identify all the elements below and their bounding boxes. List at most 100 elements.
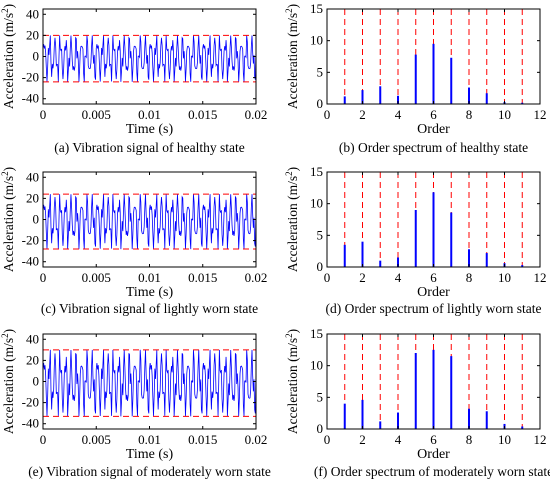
x-tick-label: 0.01: [138, 432, 161, 447]
x-tick-label: 10: [498, 270, 511, 285]
x-tick-label: 0.005: [82, 107, 111, 122]
y-tick-label: 0: [317, 96, 324, 111]
x-tick-label: 10: [498, 107, 511, 122]
x-tick-label: 0.015: [188, 107, 217, 122]
panel-e-moderately-worn-signal: 0 0.005 0.01 0.015 0.02 -40 -20 0 20 40 Time (s) Ac…: [0, 329, 271, 479]
y-tick-label: -20: [22, 233, 39, 248]
y-axis-label-main: Acceleration (m/s: [285, 338, 300, 434]
y-tick-label: 0: [33, 49, 40, 64]
x-tick-label: 0.005: [82, 270, 111, 285]
y-axis-label-close: ): [285, 167, 300, 172]
y-tick-label: 40: [26, 169, 39, 184]
y-axis-label-close: ): [285, 329, 300, 334]
y-axis-label-close: ): [285, 4, 300, 9]
y-tick-label: 20: [26, 352, 39, 367]
y-tick-label: 5: [317, 389, 324, 404]
x-tick-label: 0.02: [245, 432, 268, 447]
y-tick-label: 0: [317, 259, 324, 274]
x-tick-label: 12: [534, 270, 547, 285]
y-tick-label: -20: [22, 70, 39, 85]
y-axis-label-superscript: 2: [0, 171, 10, 176]
y-axis-label-superscript: 2: [0, 8, 10, 13]
panel-caption: (e) Vibration signal of moderately worn …: [28, 464, 271, 479]
y-axis-label-main: Acceleration (m/s: [1, 338, 16, 434]
panel-caption: (b) Order spectrum of healthy state: [339, 140, 528, 155]
y-tick-label: 15: [310, 326, 323, 341]
panel-caption: (a) Vibration signal of healthy state: [54, 140, 245, 155]
x-tick-label: 2: [359, 270, 366, 285]
x-tick-label: 8: [466, 432, 473, 447]
x-axis-label: Time (s): [126, 447, 174, 462]
x-tick-label: 0: [324, 270, 331, 285]
y-axis-label-main: Acceleration (m/s: [1, 13, 16, 109]
x-tick-label: 0.015: [188, 270, 217, 285]
y-tick-label: 10: [310, 33, 323, 48]
x-tick-label: 0.01: [138, 270, 161, 285]
x-axis-label: Order: [417, 447, 450, 462]
x-tick-label: 2: [359, 107, 366, 122]
x-axis-label: Order: [417, 285, 450, 300]
x-tick-label: 4: [395, 432, 402, 447]
y-tick-label: 5: [317, 227, 324, 242]
y-tick-label: 0: [33, 374, 40, 389]
y-axis-label: Acceleration (m/s2): [284, 4, 300, 109]
x-tick-label: 4: [395, 270, 402, 285]
y-axis-label: Acceleration (m/s2): [284, 329, 300, 434]
y-tick-label: 0: [33, 212, 40, 227]
x-tick-label: 12: [534, 107, 547, 122]
y-axis-label-superscript: 2: [0, 333, 10, 338]
y-tick-label: -40: [22, 254, 39, 269]
panel-c-lightly-worn-signal: 0 0.005 0.01 0.015 0.02 -40 -20 0 20 40 Time (s) Ac…: [0, 167, 267, 316]
signal-line: [42, 35, 257, 82]
y-tick-label: 20: [26, 27, 39, 42]
x-tick-label: 0: [324, 432, 331, 447]
y-tick-label: 10: [310, 358, 323, 373]
y-axis-label-main: Acceleration (m/s: [285, 176, 300, 272]
y-tick-label: 0: [317, 421, 324, 436]
y-tick-label: 5: [317, 64, 324, 79]
x-axis-label: Order: [417, 122, 450, 137]
x-tick-label: 8: [466, 270, 473, 285]
panel-f-moderately-worn-spectrum: 0 2 4 6 8 10 12 0 5 10 15 Order Acceleration (m/s2) (…: [284, 326, 550, 479]
y-axis-label: Acceleration (m/s2): [0, 167, 16, 272]
y-axis-label-close: ): [1, 329, 16, 334]
x-tick-label: 0: [40, 107, 47, 122]
panel-caption: (f) Order spectrum of moderately worn st…: [314, 464, 550, 479]
x-tick-label: 8: [466, 107, 473, 122]
x-tick-label: 0.02: [245, 270, 268, 285]
x-axis-label: Time (s): [126, 285, 174, 300]
y-axis-label-superscript: 2: [284, 8, 294, 13]
x-tick-label: 6: [430, 432, 437, 447]
y-tick-label: 15: [310, 1, 323, 16]
x-tick-label: 10: [498, 432, 511, 447]
y-tick-label: -40: [22, 416, 39, 431]
panel-a-healthy-signal: 0 0.005 0.01 0.015 0.02 -40 -20 0 20 40 Time (s) Ac…: [0, 4, 267, 155]
x-tick-label: 6: [430, 270, 437, 285]
y-tick-label: 40: [26, 331, 39, 346]
y-tick-label: 20: [26, 190, 39, 205]
x-tick-label: 2: [359, 432, 366, 447]
y-tick-label: -20: [22, 395, 39, 410]
panel-caption: (d) Order spectrum of lightly worn state: [326, 301, 542, 316]
signal-line: [42, 349, 257, 417]
x-tick-label: 6: [430, 107, 437, 122]
x-axis-label: Time (s): [126, 122, 174, 137]
y-axis-label: Acceleration (m/s2): [284, 167, 300, 272]
y-axis-label-superscript: 2: [284, 171, 294, 176]
y-axis-label-close: ): [1, 4, 16, 9]
y-tick-label: -40: [22, 91, 39, 106]
x-tick-label: 12: [534, 432, 547, 447]
x-tick-label: 0.01: [138, 107, 161, 122]
y-axis-label-main: Acceleration (m/s: [285, 13, 300, 109]
signal-line: [42, 194, 257, 250]
y-tick-label: 10: [310, 196, 323, 211]
x-tick-label: 0.005: [82, 432, 111, 447]
x-tick-label: 0: [40, 270, 47, 285]
x-tick-label: 0.015: [188, 432, 217, 447]
x-tick-label: 4: [395, 107, 402, 122]
y-axis-label-close: ): [1, 167, 16, 172]
x-tick-label: 0.02: [245, 107, 268, 122]
panel-caption: (c) Vibration signal of lightly worn sta…: [41, 301, 258, 316]
